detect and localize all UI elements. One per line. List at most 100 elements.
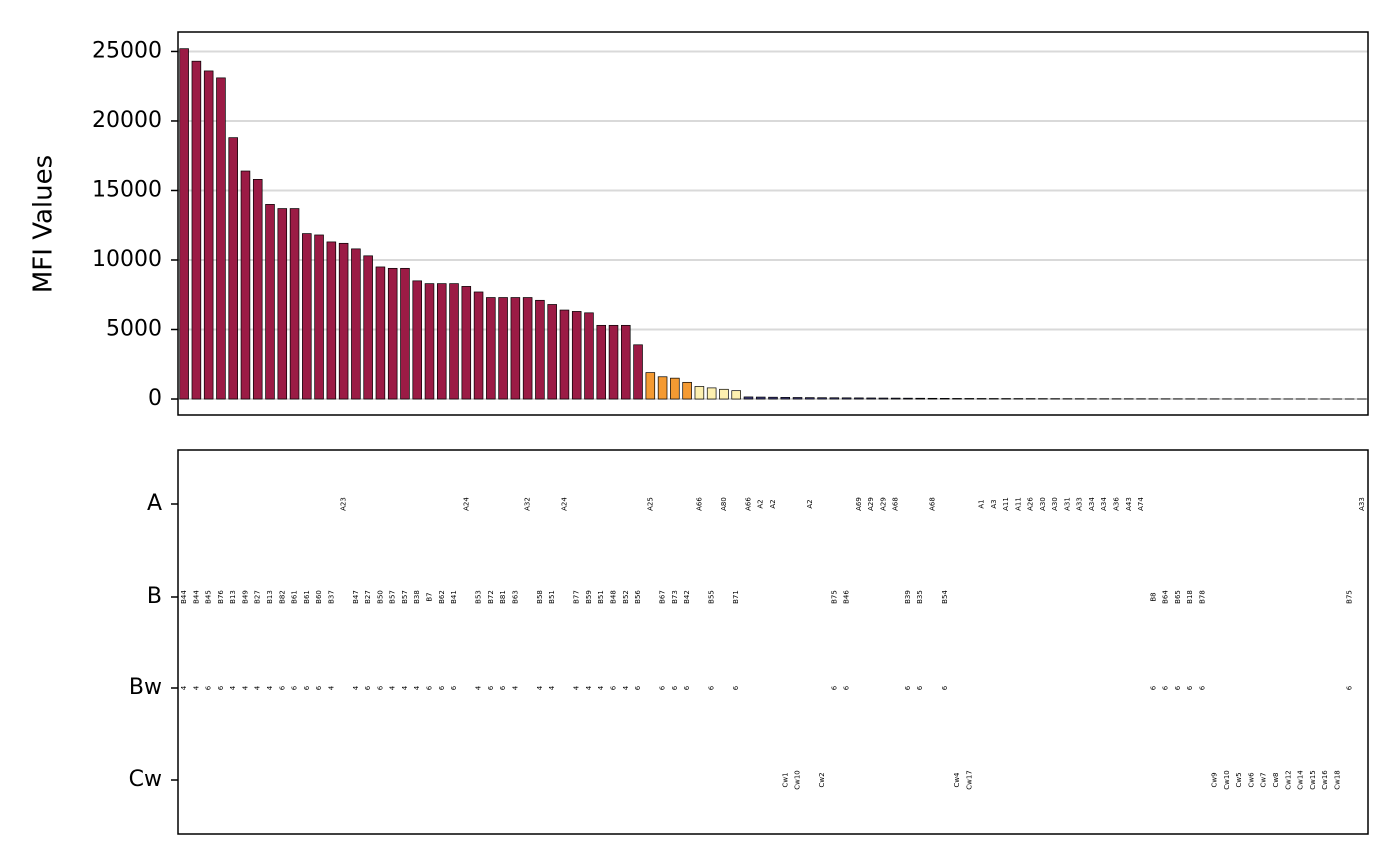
antigen-label: B75 — [1346, 590, 1354, 604]
bar — [486, 297, 496, 400]
antigen-label: B42 — [683, 590, 691, 604]
bar — [375, 266, 386, 400]
antigen-label: 4 — [413, 685, 421, 690]
antigen-label: Cw2 — [818, 772, 826, 787]
bar — [400, 267, 410, 400]
row-label: A — [147, 491, 162, 516]
y-tick-label: 0 — [148, 386, 162, 411]
antigen-label: A30 — [1051, 497, 1059, 511]
antigen-label: A2 — [806, 499, 814, 508]
bar — [755, 396, 766, 400]
antigen-label: A68 — [892, 497, 900, 511]
antigen-label: 6 — [303, 685, 311, 690]
antigen-label: 6 — [1198, 685, 1206, 690]
bar — [351, 248, 361, 400]
antigen-label: B27 — [254, 590, 262, 604]
antigen-label: 4 — [266, 685, 274, 690]
antigen-label: B39 — [904, 590, 912, 604]
bar — [535, 299, 545, 400]
antigen-label: B50 — [376, 590, 384, 604]
bar — [302, 233, 312, 400]
y-tick-label: 25000 — [92, 38, 162, 63]
antigen-label: 4 — [192, 685, 200, 690]
antigen-label: A2 — [757, 499, 765, 508]
antigen-label: 4 — [352, 685, 360, 690]
bar — [559, 309, 570, 400]
antigen-label: Cw8 — [1272, 772, 1280, 787]
antigen-label: B53 — [475, 590, 483, 604]
antigen-label: B63 — [511, 590, 519, 604]
antigen-label: B71 — [732, 590, 740, 604]
antigen-label: A25 — [646, 497, 654, 511]
bar — [461, 286, 472, 400]
y-tick-label: 10000 — [92, 247, 162, 272]
antigen-label: 4 — [180, 685, 188, 690]
bar — [657, 376, 668, 400]
antigen-label: B41 — [450, 590, 458, 604]
antigen-label: 4 — [536, 685, 544, 690]
antigen-label: B62 — [438, 590, 446, 604]
antigen-label: 6 — [1346, 685, 1354, 690]
antigen-label: 6 — [438, 685, 446, 690]
bar — [890, 397, 901, 400]
antigen-label: A33 — [1358, 497, 1366, 511]
bar — [608, 324, 619, 400]
antigen-label: 6 — [364, 685, 372, 690]
antigen-label: B49 — [241, 590, 249, 604]
antigen-label: A11 — [1002, 497, 1010, 511]
bar — [449, 283, 459, 400]
antigen-label: B13 — [266, 590, 274, 604]
antigen-label: Cw15 — [1309, 770, 1317, 790]
antigen-label: 6 — [634, 685, 642, 690]
antigen-label: A29 — [879, 497, 887, 511]
bar — [694, 386, 705, 400]
antigen-label: 6 — [499, 685, 507, 690]
antigen-label: 6 — [487, 685, 495, 690]
bar — [829, 397, 840, 400]
antigen-label: 6 — [830, 685, 838, 690]
antigen-label: B44 — [192, 590, 200, 604]
bar — [743, 396, 754, 400]
antigen-label: 6 — [671, 685, 679, 690]
antigen-label: A24 — [462, 497, 470, 511]
row-label: Bw — [129, 675, 162, 700]
bar — [841, 397, 852, 400]
bar — [633, 344, 643, 400]
antigen-label: B47 — [352, 590, 360, 604]
antigen-label: 4 — [585, 685, 593, 690]
antigen-label: A69 — [855, 497, 863, 511]
antigen-label: B51 — [597, 590, 605, 604]
bar — [621, 324, 631, 400]
antigen-label: Cw18 — [1333, 770, 1341, 790]
bar — [203, 70, 214, 400]
antigen-label: A80 — [720, 497, 728, 511]
antigen-label: 4 — [241, 685, 249, 690]
antigen-label: 6 — [659, 685, 667, 690]
bar — [731, 390, 741, 400]
antigen-label: Cw4 — [953, 772, 961, 788]
bar — [265, 204, 275, 400]
antigen-label: 6 — [904, 685, 912, 690]
bar — [314, 234, 324, 400]
antigen-label: A66 — [744, 497, 752, 511]
antigen-label: 6 — [916, 685, 924, 690]
bar — [805, 397, 815, 400]
bar — [191, 60, 202, 400]
antigen-label: B13 — [229, 590, 237, 604]
antigen-label: B7 — [425, 592, 433, 601]
bar — [976, 398, 987, 400]
bar — [915, 397, 925, 400]
antigen-label: A43 — [1125, 497, 1133, 511]
antigen-label: B44 — [180, 590, 188, 604]
bar — [240, 170, 251, 400]
antigen-label: B67 — [659, 590, 667, 604]
antigen-label: A30 — [1039, 497, 1047, 511]
antigen-label: B65 — [1174, 590, 1182, 604]
row-label: B — [147, 584, 162, 609]
y-tick-label: 15000 — [92, 177, 162, 202]
bar — [216, 77, 226, 400]
antigen-label: B73 — [671, 590, 679, 604]
antigen-label: 4 — [229, 685, 237, 690]
antigen-label: A34 — [1100, 497, 1108, 511]
